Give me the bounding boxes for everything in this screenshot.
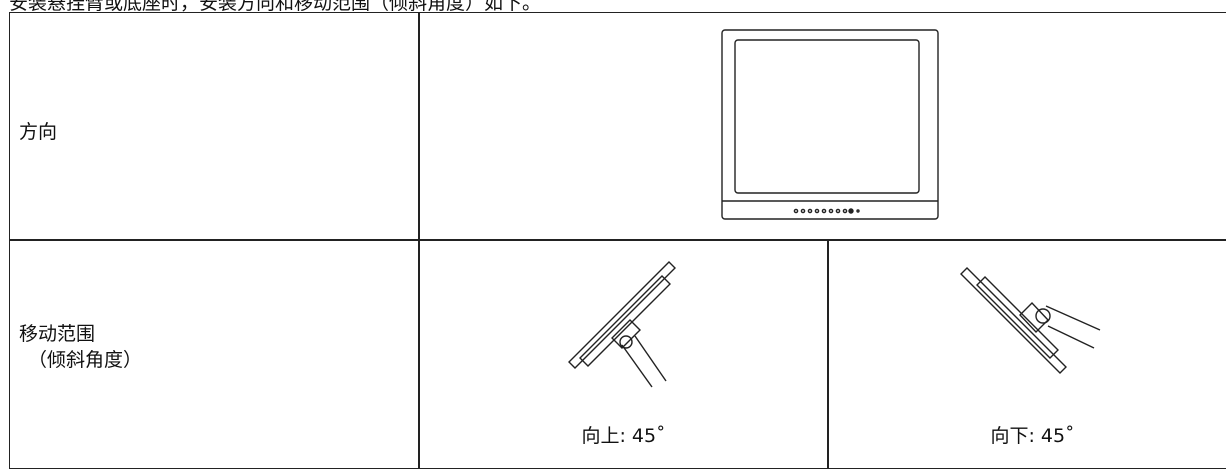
monitor-tilt-down xyxy=(960,267,1101,374)
row-label: （倾斜角度） xyxy=(28,349,143,371)
row-label: 移动范围 xyxy=(19,323,96,345)
table-cell: 方向 xyxy=(9,12,420,241)
illustrations xyxy=(568,29,1101,388)
intro-text: 安装悬挂臂或底座时，安装方向和移动范围（倾斜角度）如下。 xyxy=(9,0,542,14)
caption: 向下: 45˚ xyxy=(990,425,1075,447)
monitor-tilt-up xyxy=(568,261,676,388)
monitor-front xyxy=(721,29,939,220)
row-label: 方向 xyxy=(19,121,58,143)
page: {"intro": "安装悬挂臂或底座时，安装方向和移动范围（倾斜角度）如下。"… xyxy=(9,0,1226,469)
table-cell xyxy=(418,12,1226,241)
caption: 向上: 45˚ xyxy=(581,425,666,447)
